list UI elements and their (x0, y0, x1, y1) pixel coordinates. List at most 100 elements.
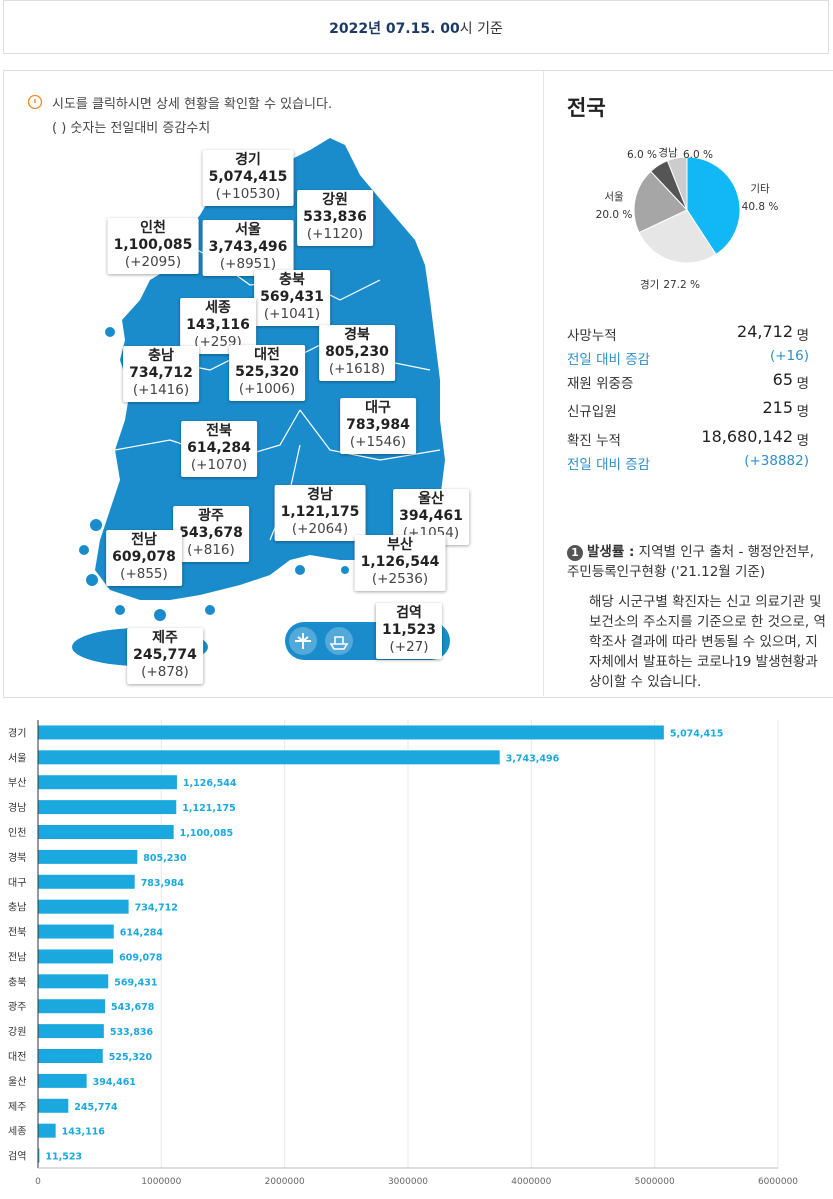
divider (543, 71, 544, 696)
region-name: 검역 (396, 605, 422, 621)
summary-row: 사망누적 24,712 명 (567, 322, 809, 344)
date: 2022년 07.15. 00 (329, 21, 460, 37)
y-tick-label: 인천 (8, 827, 26, 839)
region-label[interactable]: 경기 5,074,415 (+10530) (202, 150, 294, 206)
row-label: 신규입원 (567, 404, 617, 420)
region-cases: 1,126,544 (360, 554, 440, 570)
y-tick-label: 부산 (8, 777, 26, 789)
region-label[interactable]: 전남 609,078 (+855) (106, 530, 182, 586)
region-cases: 783,984 (346, 417, 410, 433)
region-change: (+1041) (263, 306, 321, 322)
region-change: (+2064) (291, 521, 349, 537)
region-label[interactable]: 강원 533,836 (+1120) (297, 190, 373, 246)
pie-slice (666, 156, 688, 211)
value-label: 543,678 (111, 1002, 155, 1013)
pie-label-name: 경기 (640, 278, 659, 291)
pie-label-value: 27.2 % (663, 279, 700, 291)
region-cases: 569,431 (260, 289, 324, 305)
region-name: 경북 (344, 327, 370, 343)
y-tick-label: 강원 (8, 1026, 26, 1038)
y-tick-label: 충북 (8, 976, 26, 988)
region-change: (+816) (187, 542, 235, 558)
y-tick-label: 검역 (8, 1151, 26, 1163)
region-label[interactable]: 전북 614,284 (+1070) (181, 421, 257, 477)
y-tick-label: 경기 (8, 726, 26, 739)
region-change: (+1416) (132, 382, 190, 398)
value-label: 1,121,175 (182, 803, 236, 814)
value-label: 245,774 (74, 1102, 118, 1113)
row-label: 전일 대비 증감 (567, 352, 651, 368)
bar (38, 800, 177, 815)
region-label[interactable]: 인천 1,100,085 (+2095) (107, 218, 199, 274)
region-name: 대전 (254, 347, 280, 363)
region-cases: 805,230 (325, 344, 389, 360)
bar (38, 1098, 69, 1113)
bar (38, 1073, 87, 1088)
bar (38, 999, 106, 1014)
pie-label-value: 6.0 % (683, 149, 713, 161)
region-name: 경기 (235, 152, 261, 168)
y-tick-label: 전북 (8, 927, 26, 939)
date-header: 2022년 07.15. 00시 기준 (3, 0, 829, 54)
bar (38, 949, 114, 964)
pie-label-value: 40.8 % (742, 201, 779, 213)
y-tick-label: 대구 (8, 877, 26, 889)
region-name: 강원 (322, 192, 348, 208)
region-cases: 394,461 (399, 508, 463, 524)
bar (38, 924, 114, 939)
bar (38, 1148, 40, 1163)
notice-line: 시도를 클릭하시면 상세 현황을 확인할 수 있습니다. (52, 97, 333, 112)
row-unit: 명 (796, 328, 809, 344)
region-label[interactable]: 세종 143,116 (+259) (180, 298, 256, 354)
region-label[interactable]: 대전 525,320 (+1006) (229, 345, 305, 401)
region-change: (+2095) (124, 254, 182, 270)
region-label[interactable]: 부산 1,126,544 (+2536) (354, 535, 446, 591)
region-cases: 5,074,415 (208, 169, 288, 185)
value-label: 805,230 (143, 853, 187, 864)
summary-row: 확진 누적 18,680,142 명 (567, 427, 809, 449)
note-term: 발생률 : (587, 544, 635, 560)
value-label: 3,743,496 (506, 753, 560, 764)
region-name: 전북 (206, 423, 232, 439)
region-cases: 245,774 (133, 647, 197, 663)
region-name: 서울 (235, 222, 261, 238)
summary-row: 재원 위중증 65 명 (567, 370, 809, 392)
x-tick-label: 6000000 (758, 1177, 798, 1187)
region-label[interactable]: 경남 1,121,175 (+2064) (274, 485, 366, 541)
region-label[interactable]: 충남 734,712 (+1416) (123, 346, 199, 402)
row-value: 215 (762, 398, 793, 417)
region-name: 부산 (387, 537, 413, 553)
region-label[interactable]: 대구 783,984 (+1546) (340, 398, 416, 454)
pie-label-value: 6.0 % (627, 149, 657, 161)
x-tick-label: 3000000 (388, 1177, 428, 1187)
bar (38, 725, 664, 740)
pie-label-name: 경남 (658, 146, 678, 159)
region-cases: 734,712 (129, 365, 193, 381)
x-tick-label: 2000000 (265, 1177, 305, 1187)
region-label[interactable]: 충북 569,431 (+1041) (254, 270, 330, 326)
value-label: 1,100,085 (180, 828, 234, 839)
bar (38, 849, 138, 864)
bar (38, 775, 177, 790)
region-label[interactable]: 제주 245,774 (+878) (127, 628, 203, 684)
row-unit: 명 (796, 404, 809, 420)
y-tick-label: 서울 (8, 752, 26, 764)
info-icon (27, 94, 43, 110)
notice-line: ( ) 숫자는 전일대비 증감수치 (52, 121, 211, 136)
row-value: 24,712 (737, 322, 793, 341)
region-change: (+8951) (219, 256, 277, 272)
bar (38, 899, 129, 914)
value-label: 11,523 (45, 1152, 82, 1163)
region-label[interactable]: 서울 3,743,496 (+8951) (202, 220, 294, 276)
pie-label-value: 20.0 % (596, 209, 633, 221)
region-label[interactable]: 경북 805,230 (+1618) (319, 325, 395, 381)
summary-row: 전일 대비 증감 (+16) (567, 346, 809, 368)
region-label[interactable]: 검역 11,523 (+27) (375, 603, 443, 659)
row-label: 확진 누적 (567, 433, 621, 449)
region-label[interactable]: 광주 543,678 (+816) (173, 506, 249, 562)
note-source: 지역별 인구 출처 - 행정안전부, 주민등록인구현황 ('21.12월 기준) (567, 544, 815, 580)
region-cases: 143,116 (186, 317, 250, 333)
